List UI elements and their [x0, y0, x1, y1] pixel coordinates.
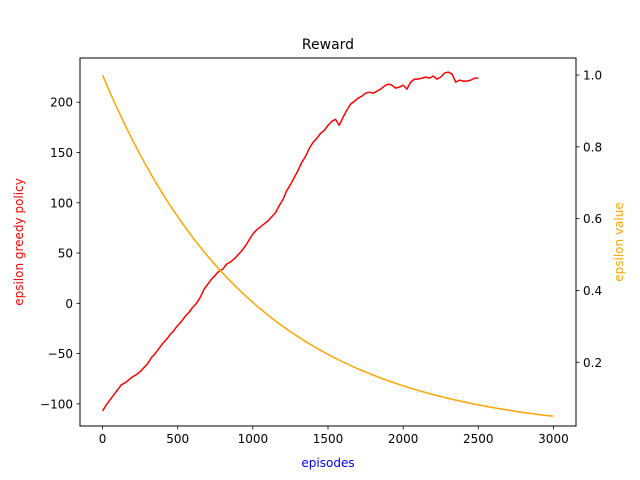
right-y-tick-label: 0.4	[583, 284, 602, 298]
plot-frame	[79, 57, 577, 427]
right-y-tick-label: 1.0	[583, 69, 602, 83]
x-axis-label: episodes	[301, 456, 354, 470]
x-axis-ticks: 0 500 1000 1500 2000 2500 3000	[99, 426, 569, 446]
left-y-tick-label: 150	[50, 146, 73, 160]
right-y-axis-ticks: 0.2 0.4 0.6 0.8 1.0	[576, 69, 602, 370]
series-line-reward	[101, 71, 479, 412]
x-tick-label: 2500	[463, 432, 494, 446]
left-y-tick-label: 0	[65, 297, 73, 311]
x-tick-label: 2000	[388, 432, 419, 446]
left-y-tick-label: 50	[58, 247, 73, 261]
x-tick-label: 1500	[313, 432, 344, 446]
right-y-tick-label: 0.2	[583, 356, 602, 370]
x-tick-label: 3000	[538, 432, 569, 446]
x-tick-label: 500	[166, 432, 189, 446]
x-tick-label: 1000	[238, 432, 269, 446]
left-y-tick-label: 200	[50, 96, 73, 110]
left-y-axis-ticks: −100 −50 0 50 100 150 200	[40, 96, 80, 411]
left-y-tick-label: −50	[48, 347, 73, 361]
chart-title: Reward	[302, 37, 354, 53]
left-y-tick-label: −100	[40, 397, 73, 411]
right-y-tick-label: 0.6	[583, 212, 602, 226]
series-line-epsilon	[101, 74, 554, 417]
left-y-axis-label: epsilon greedy policy	[12, 178, 26, 306]
right-y-tick-label: 0.8	[583, 140, 602, 154]
right-y-axis-label: epsilon value	[612, 202, 626, 281]
plot-lines	[101, 71, 554, 417]
left-y-tick-label: 100	[50, 196, 73, 210]
x-tick-label: 0	[99, 432, 107, 446]
